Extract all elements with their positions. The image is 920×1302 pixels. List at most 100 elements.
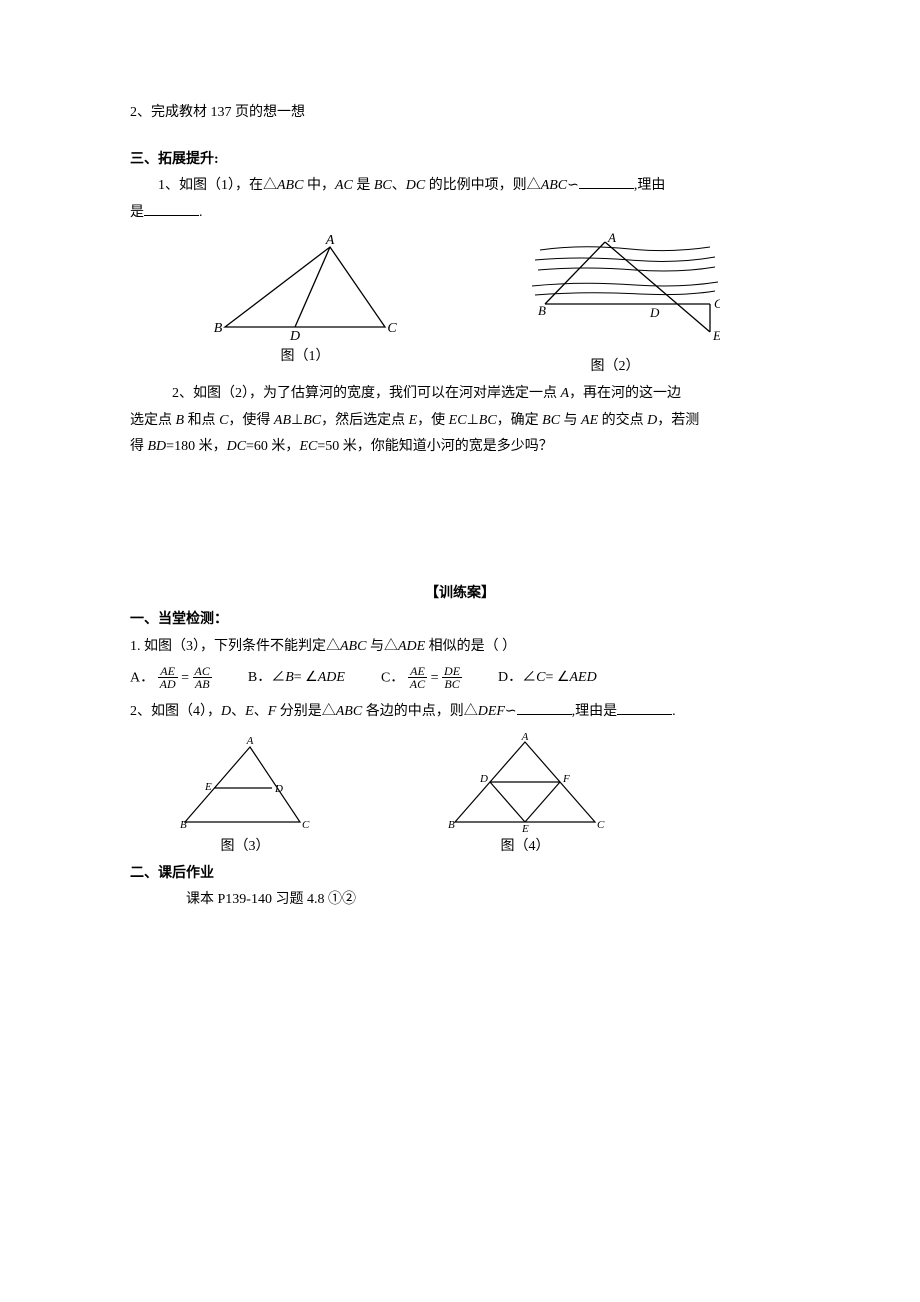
option-A: A． AEAD = ACAB bbox=[130, 665, 212, 692]
text: ,理由 bbox=[634, 178, 666, 193]
num: AC bbox=[193, 665, 212, 678]
q3-1-line1: 1、如图（1），在△ABC 中，AC 是 BC、DC 的比例中项，则△ABC∽,… bbox=[130, 173, 790, 200]
text: ADE bbox=[318, 670, 345, 685]
label-E: E bbox=[521, 823, 529, 832]
blank bbox=[517, 700, 572, 715]
fig3-caption: 图（3） bbox=[170, 834, 320, 861]
text: C bbox=[536, 670, 545, 685]
text: 分别是△ bbox=[276, 704, 336, 719]
text: ABC bbox=[277, 178, 303, 193]
blank bbox=[144, 201, 199, 216]
text: 、 bbox=[231, 704, 245, 719]
text: 是 bbox=[353, 178, 374, 193]
label-E: E bbox=[204, 781, 212, 793]
figures-row-2: A B C D E 图（3） A B C D F E 图（4） bbox=[170, 732, 790, 861]
text: = ∠ bbox=[294, 670, 318, 685]
text: . bbox=[199, 205, 203, 220]
fraction: DEBC bbox=[442, 665, 462, 691]
q3-2-line1: 2、如图（2），为了估算河的宽度，我们可以在河对岸选定一点 A，再在河的这一边 bbox=[130, 381, 790, 408]
figure-2: A B C D E 图（2） bbox=[510, 232, 720, 381]
text: BC bbox=[303, 413, 321, 428]
text: BD bbox=[148, 439, 167, 454]
river-diagram: A B C D E bbox=[510, 232, 720, 352]
num: AE bbox=[408, 665, 427, 678]
text: BC bbox=[479, 413, 497, 428]
text: 选定点 bbox=[130, 413, 176, 428]
text: A bbox=[561, 386, 570, 401]
train-q1: 1. 如图（3），下列条件不能判定△ABC 与△ADE 相似的是（ ） bbox=[130, 634, 790, 661]
label-D: D bbox=[274, 783, 283, 795]
option-D: D．∠C= ∠AED bbox=[498, 665, 597, 692]
eq: = bbox=[181, 670, 192, 685]
text: DC bbox=[406, 178, 425, 193]
text: 、 bbox=[392, 178, 406, 193]
label-C: C bbox=[387, 321, 397, 336]
text: = ∠ bbox=[546, 670, 570, 685]
label-E: E bbox=[712, 328, 720, 343]
text: AC bbox=[335, 178, 353, 193]
text: 与 bbox=[564, 413, 582, 428]
text: 和点 bbox=[188, 413, 220, 428]
blank bbox=[579, 174, 634, 189]
text: ABC bbox=[340, 639, 366, 654]
text: ，确定 bbox=[497, 413, 543, 428]
train-s2-title: 二、课后作业 bbox=[130, 861, 790, 888]
opt-label: D．∠ bbox=[498, 670, 536, 685]
den: AB bbox=[193, 677, 212, 691]
option-C: C． AEAC = DEBC bbox=[381, 665, 462, 692]
fig4-caption: 图（4） bbox=[440, 834, 610, 861]
label-D: D bbox=[649, 305, 660, 320]
text: 1. 如图（3），下列条件不能判定△ bbox=[130, 639, 340, 654]
label-B: B bbox=[180, 819, 187, 831]
homework: 课本 P139-140 习题 4.8 ①② bbox=[130, 887, 790, 914]
text: F bbox=[268, 704, 277, 719]
triangle-3: A B C D E bbox=[170, 732, 320, 832]
train-q2: 2、如图（4），D、E、F 分别是△ABC 各边的中点，则△DEF∽,理由是. bbox=[130, 699, 790, 726]
train-s1-title: 一、当堂检测： bbox=[130, 607, 790, 634]
opt-label: C． bbox=[381, 670, 404, 685]
text: 与△ bbox=[366, 639, 398, 654]
fig1-caption: 图（1） bbox=[210, 344, 400, 371]
text: B bbox=[176, 413, 188, 428]
text: EC bbox=[299, 439, 317, 454]
text: 1、如图（1），在△ bbox=[158, 178, 277, 193]
fig2-caption: 图（2） bbox=[510, 354, 720, 381]
text: E bbox=[409, 413, 418, 428]
text: =180 米， bbox=[166, 439, 226, 454]
figures-row-1: A B C D 图（1） A B C D E bbox=[210, 232, 790, 381]
text: B bbox=[285, 670, 294, 685]
options-row: A． AEAD = ACAB B．∠B= ∠ADE C． AEAC = DEBC… bbox=[130, 665, 790, 692]
text: D bbox=[221, 704, 231, 719]
text: D bbox=[647, 413, 657, 428]
fraction: AEAC bbox=[408, 665, 427, 691]
text: ，若测 bbox=[657, 413, 699, 428]
fraction: ACAB bbox=[193, 665, 212, 691]
label-B: B bbox=[448, 819, 455, 831]
num: DE bbox=[442, 665, 462, 678]
text: 2、如图（4）， bbox=[130, 704, 221, 719]
text: ∽ bbox=[505, 704, 517, 719]
eq: = bbox=[431, 670, 442, 685]
text: AED bbox=[569, 670, 596, 685]
den: AC bbox=[408, 677, 427, 691]
text: 得 bbox=[130, 439, 148, 454]
text: =50 米，你能知道小河的宽是多少吗？ bbox=[317, 439, 552, 454]
label-C: C bbox=[597, 819, 605, 831]
text: ，然后选定点 bbox=[321, 413, 409, 428]
top-note: 2、完成教材 137 页的想一想 bbox=[130, 100, 790, 127]
opt-label: B．∠ bbox=[248, 670, 285, 685]
figure-3: A B C D E 图（3） bbox=[170, 732, 320, 861]
text: 、 bbox=[254, 704, 268, 719]
text: . bbox=[672, 704, 676, 719]
text: C bbox=[219, 413, 228, 428]
triangle-abc-d: A B C D bbox=[210, 232, 400, 342]
blank bbox=[617, 700, 672, 715]
text: ABC bbox=[541, 178, 567, 193]
text: ,理由是 bbox=[572, 704, 618, 719]
text: DEF bbox=[478, 704, 505, 719]
label-D: D bbox=[479, 773, 488, 785]
text: ADE bbox=[398, 639, 425, 654]
text: ，再在河的这一边 bbox=[569, 386, 681, 401]
text: BC bbox=[374, 178, 392, 193]
text: ，使得 bbox=[228, 413, 274, 428]
